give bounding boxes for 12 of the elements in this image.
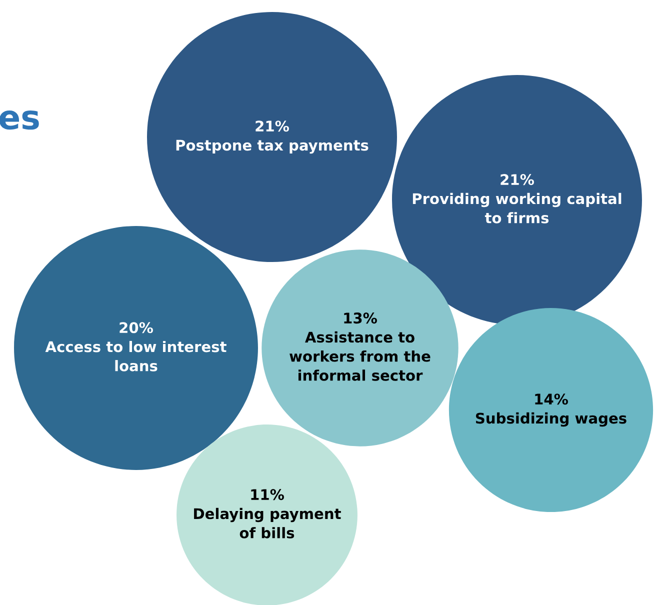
category-label: Subsidizing wages: [476, 412, 626, 427]
category-label: Assistance to workers from the informal sector: [290, 331, 430, 381]
data-label: 11%: [251, 489, 284, 500]
data-label: 14%: [535, 394, 568, 405]
category-label: Postpone tax payments: [176, 140, 368, 154]
category-label: Delaying payment of bills: [194, 508, 341, 538]
data-label: 21%: [256, 120, 289, 132]
category-label: Providing working capital to firms: [412, 192, 622, 224]
data-label: 13%: [344, 312, 377, 324]
data-label: 20%: [120, 322, 153, 334]
category-label: Access to low interest loans: [45, 340, 226, 372]
data-label: 21%: [500, 174, 534, 186]
